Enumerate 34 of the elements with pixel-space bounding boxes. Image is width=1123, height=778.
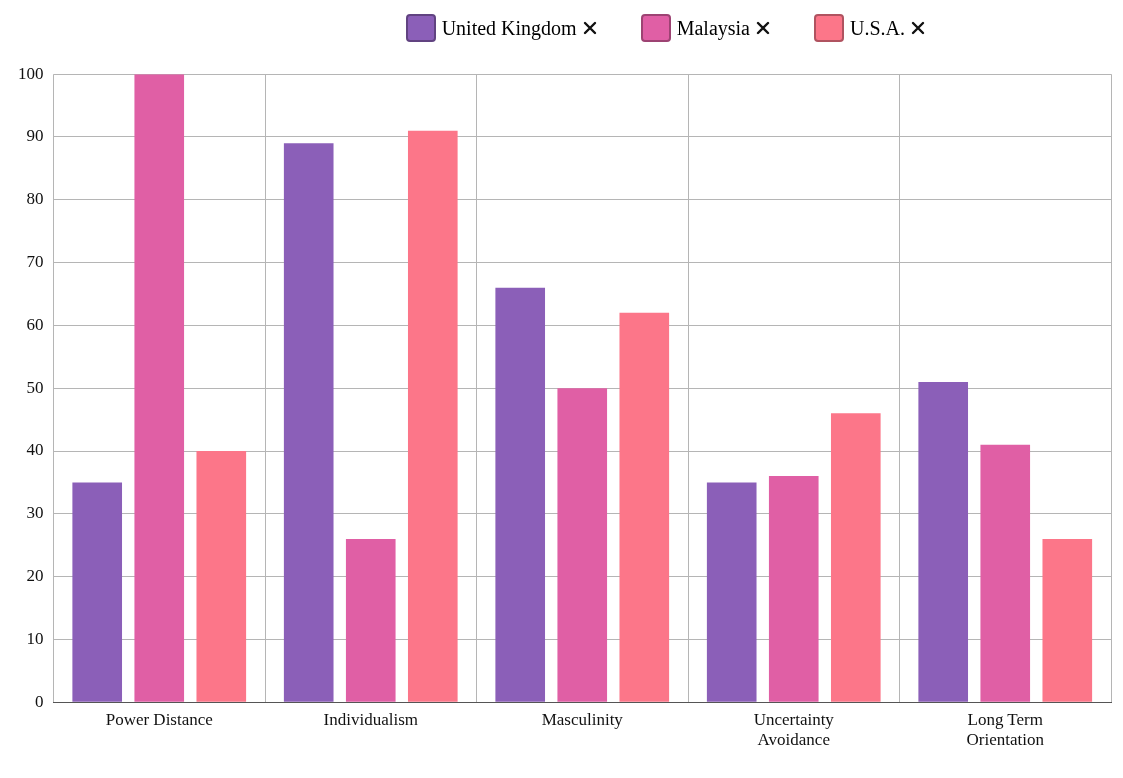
bar <box>72 482 123 702</box>
legend-label: U.S.A. <box>849 16 905 40</box>
x-tick-label: Power Distance <box>105 709 213 729</box>
y-tick-label: 40 <box>26 440 44 460</box>
bar <box>980 444 1031 702</box>
bar <box>407 130 458 702</box>
y-tick-label: 0 <box>35 691 44 711</box>
legend-label: United Kingdom <box>441 16 577 40</box>
bar <box>706 482 757 702</box>
bar <box>918 381 969 702</box>
y-tick-label: 10 <box>26 628 44 648</box>
y-tick-label: 60 <box>26 314 44 334</box>
y-tick-label: 100 <box>18 63 44 83</box>
y-tick-label: 80 <box>26 189 44 209</box>
x-tick-label: Long Term Orientation <box>966 709 1045 750</box>
bar <box>768 476 819 702</box>
bar <box>619 312 670 702</box>
bar <box>830 413 881 702</box>
x-tick-label: Individualism <box>323 709 418 729</box>
bar <box>196 451 247 702</box>
y-tick-label: 30 <box>26 503 44 523</box>
x-tick-label: Uncertainty Avoidance <box>753 709 835 750</box>
legend-label: Malaysia <box>676 16 750 40</box>
bar <box>134 74 185 702</box>
y-tick-label: 70 <box>26 252 44 272</box>
bar <box>1042 538 1093 702</box>
y-tick-label: 50 <box>26 377 44 397</box>
bar <box>495 287 546 702</box>
bar <box>283 143 334 702</box>
y-tick-label: 90 <box>26 126 44 146</box>
y-tick-label: 20 <box>26 566 44 586</box>
x-tick-label: Masculinity <box>541 709 624 729</box>
bar <box>557 388 608 702</box>
bar <box>345 538 396 702</box>
